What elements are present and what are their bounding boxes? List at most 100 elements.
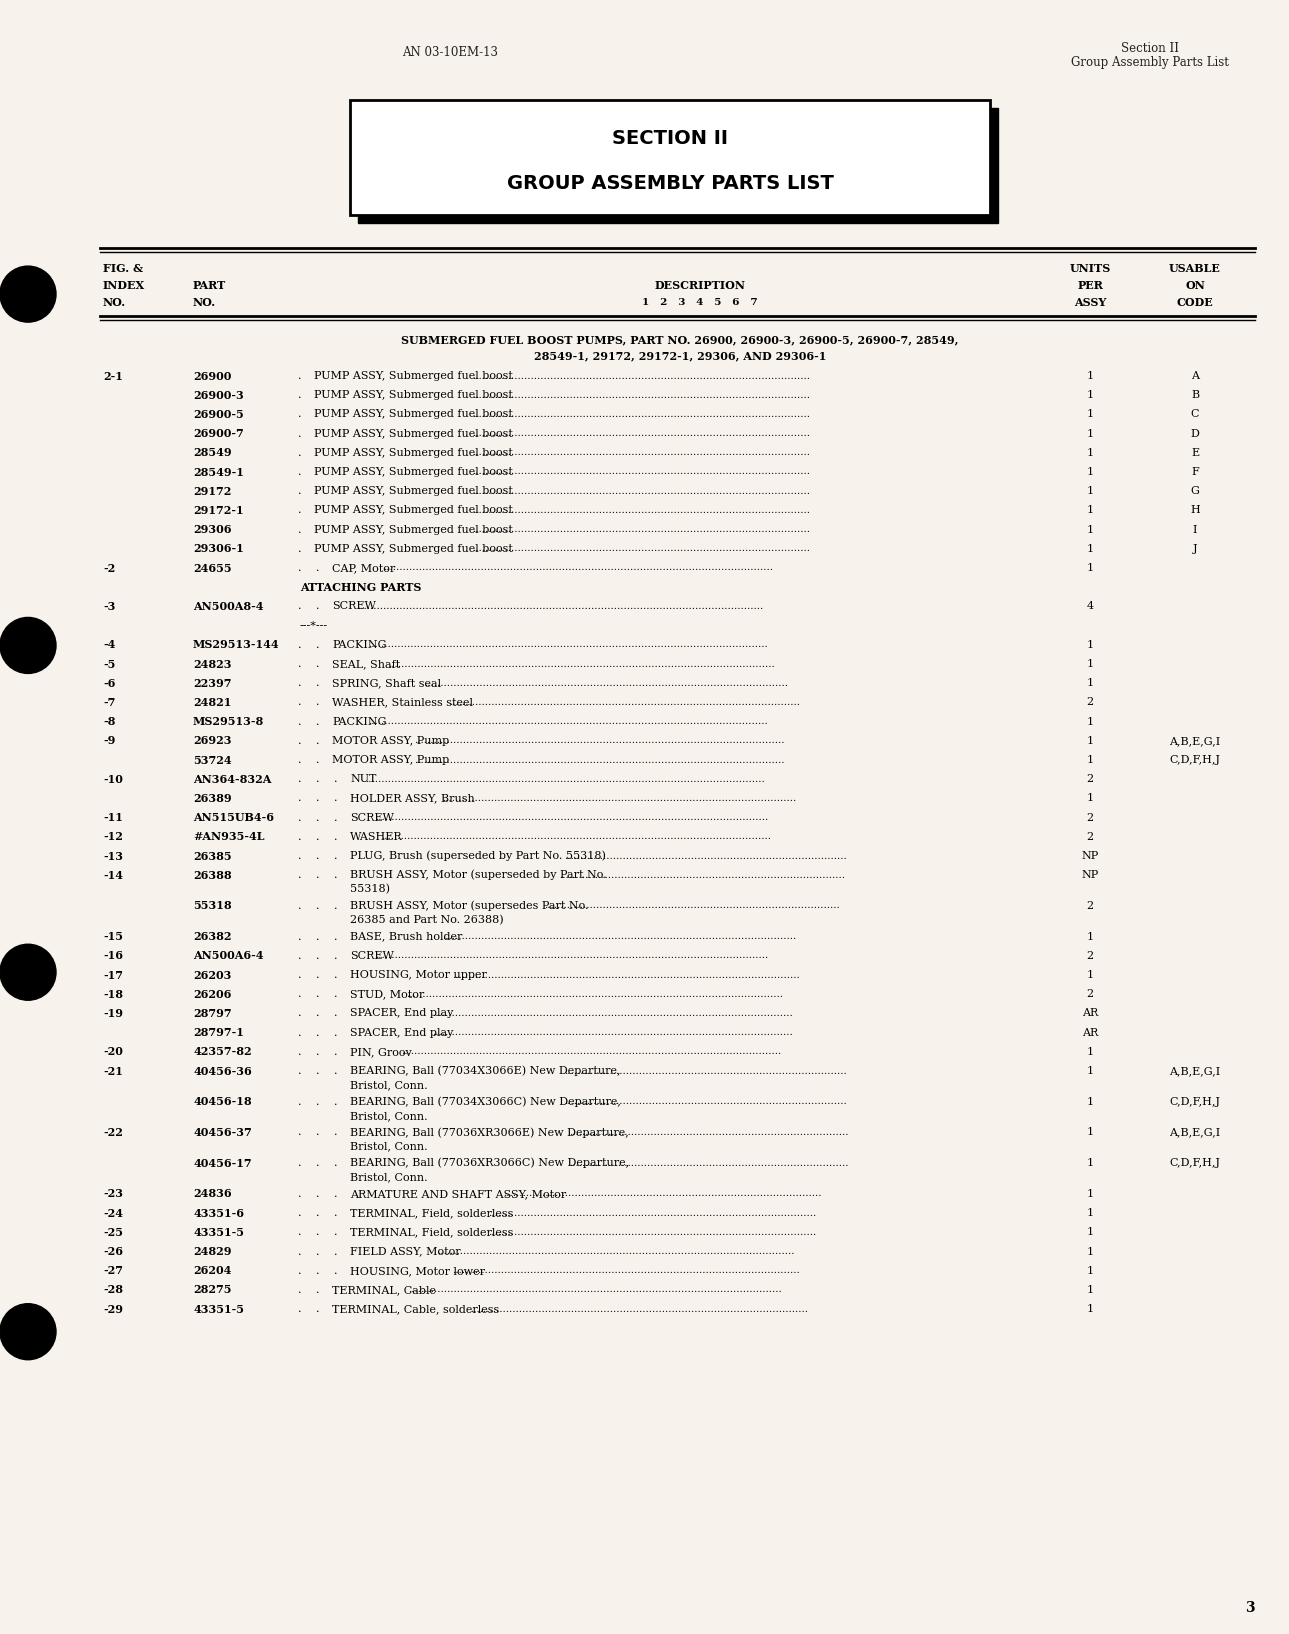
Text: C: C <box>1191 410 1199 420</box>
Text: ASSY: ASSY <box>1074 296 1106 307</box>
Text: 26203: 26203 <box>193 969 231 980</box>
Text: .: . <box>298 1065 302 1077</box>
Text: USABLE: USABLE <box>1169 263 1221 273</box>
Text: MOTOR ASSY, Pump: MOTOR ASSY, Pump <box>333 755 450 765</box>
Text: AR: AR <box>1081 1028 1098 1038</box>
Text: -25: -25 <box>103 1227 122 1239</box>
Text: H: H <box>1190 505 1200 515</box>
Text: ................................................................................: ........................................… <box>472 391 809 400</box>
Text: .: . <box>298 832 302 842</box>
Text: .: . <box>298 717 302 727</box>
Text: 28797-1: 28797-1 <box>193 1028 244 1038</box>
Text: .: . <box>316 1127 320 1137</box>
Text: PUMP ASSY, Submerged fuel boost: PUMP ASSY, Submerged fuel boost <box>315 525 513 534</box>
Text: .: . <box>334 931 338 941</box>
Text: MS29513-8: MS29513-8 <box>193 716 264 727</box>
Text: .: . <box>298 951 302 961</box>
Text: SCREW: SCREW <box>351 812 394 822</box>
Text: NP: NP <box>1081 851 1098 861</box>
Text: .: . <box>298 391 302 400</box>
Text: C,D,F,H,J: C,D,F,H,J <box>1169 755 1221 765</box>
Text: ................................................................................: ........................................… <box>565 1098 847 1106</box>
Text: ................................................................................: ........................................… <box>472 430 809 438</box>
Text: ................................................................................: ........................................… <box>357 601 764 611</box>
Text: 1: 1 <box>1087 1065 1093 1077</box>
Text: 1: 1 <box>1087 735 1093 745</box>
Text: .: . <box>334 1247 338 1257</box>
Bar <box>358 108 998 222</box>
Text: -4: -4 <box>103 639 116 650</box>
Text: .: . <box>316 775 320 784</box>
Text: SPACER, End play: SPACER, End play <box>351 1008 454 1018</box>
Text: ................................................................................: ........................................… <box>487 1209 816 1217</box>
Text: .: . <box>316 1096 320 1106</box>
Text: -9: -9 <box>103 735 116 747</box>
Text: 2: 2 <box>1087 832 1093 842</box>
Text: ................................................................................: ........................................… <box>472 487 809 495</box>
Text: -6: -6 <box>103 678 116 688</box>
Circle shape <box>0 266 55 322</box>
Text: 43351-6: 43351-6 <box>193 1208 244 1219</box>
Text: HOUSING, Motor upper: HOUSING, Motor upper <box>351 971 487 980</box>
Text: .: . <box>316 1227 320 1237</box>
Text: ................................................................................: ........................................… <box>424 678 788 688</box>
Text: .: . <box>334 1096 338 1106</box>
Text: .: . <box>298 698 302 708</box>
Text: 26204: 26204 <box>193 1265 231 1276</box>
Text: 1: 1 <box>1087 544 1093 554</box>
Text: .: . <box>316 601 320 611</box>
Text: SCREW: SCREW <box>333 601 376 611</box>
Text: -5: -5 <box>103 659 116 670</box>
Text: SPACER, End play: SPACER, End play <box>351 1028 454 1038</box>
Text: 1: 1 <box>1087 525 1093 534</box>
Text: DESCRIPTION: DESCRIPTION <box>655 279 745 291</box>
Text: ................................................................................: ........................................… <box>472 448 809 458</box>
Text: 1: 1 <box>1087 1208 1093 1217</box>
Text: ................................................................................: ........................................… <box>472 525 809 534</box>
Text: -17: -17 <box>103 969 122 980</box>
Text: -23: -23 <box>103 1188 122 1199</box>
Text: CAP, Motor: CAP, Motor <box>333 564 396 574</box>
Text: .: . <box>298 525 302 534</box>
Text: .: . <box>316 1190 320 1199</box>
Text: .: . <box>298 1127 302 1137</box>
Text: UNITS: UNITS <box>1070 263 1111 273</box>
Text: .: . <box>316 794 320 804</box>
Text: WASHER, Stainless steel: WASHER, Stainless steel <box>333 698 473 708</box>
Text: 1: 1 <box>1087 467 1093 477</box>
Text: #AN935-4L: #AN935-4L <box>193 832 264 842</box>
Text: .: . <box>334 900 338 910</box>
Text: .: . <box>316 755 320 765</box>
Text: .: . <box>298 1096 302 1106</box>
Text: .: . <box>298 851 302 861</box>
Text: ................................................................................: ........................................… <box>380 832 771 842</box>
Text: .: . <box>316 1159 320 1168</box>
Text: 26382: 26382 <box>193 931 232 943</box>
Text: .: . <box>334 832 338 842</box>
Text: .: . <box>298 505 302 515</box>
Text: 29306-1: 29306-1 <box>193 542 244 554</box>
Text: A,B,E,G,I: A,B,E,G,I <box>1169 1127 1221 1137</box>
Text: .: . <box>316 971 320 980</box>
Text: 24821: 24821 <box>193 696 231 708</box>
Bar <box>351 100 990 216</box>
Text: 2: 2 <box>1087 775 1093 784</box>
Text: .: . <box>316 951 320 961</box>
Text: -7: -7 <box>103 696 116 708</box>
Text: ................................................................................: ........................................… <box>442 794 797 802</box>
Text: J: J <box>1192 544 1197 554</box>
Text: BEARING, Ball (77034X3066C) New Departure,: BEARING, Ball (77034X3066C) New Departur… <box>351 1096 621 1108</box>
Text: .: . <box>316 812 320 822</box>
Text: MOTOR ASSY, Pump: MOTOR ASSY, Pump <box>333 735 450 745</box>
Text: CODE: CODE <box>1177 296 1213 307</box>
Text: 22397: 22397 <box>193 678 232 688</box>
Text: PUMP ASSY, Submerged fuel boost: PUMP ASSY, Submerged fuel boost <box>315 487 513 497</box>
Text: 26900-3: 26900-3 <box>193 389 244 400</box>
Text: A: A <box>1191 371 1199 381</box>
Text: .: . <box>298 755 302 765</box>
Text: ................................................................................: ........................................… <box>406 990 784 998</box>
Text: 1: 1 <box>1087 448 1093 458</box>
Text: 43351-5: 43351-5 <box>193 1304 244 1315</box>
Text: .: . <box>298 1304 302 1314</box>
Text: .: . <box>298 1208 302 1217</box>
